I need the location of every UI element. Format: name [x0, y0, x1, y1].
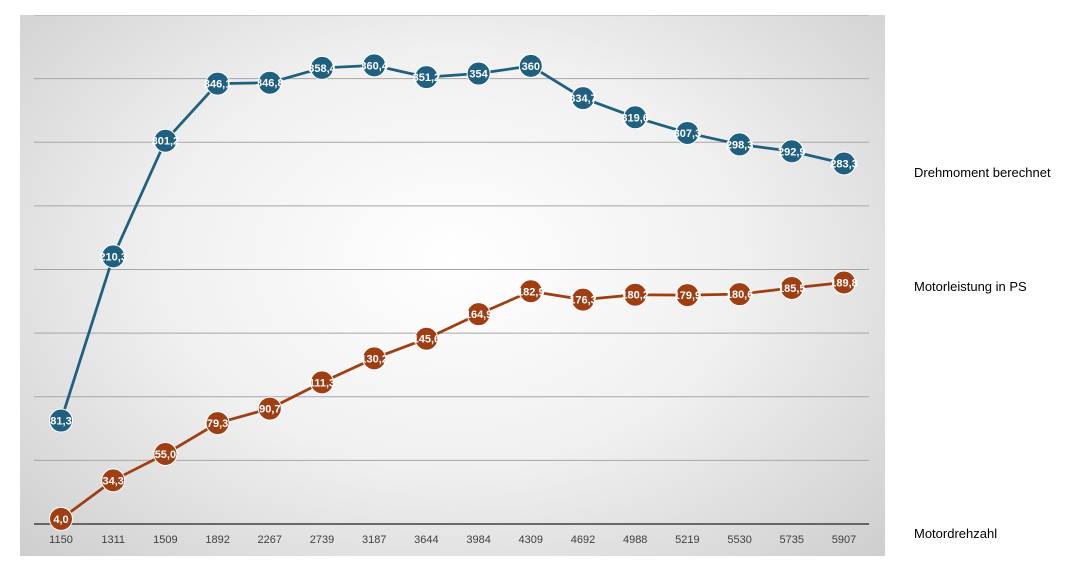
data-label: 34,3 — [102, 475, 123, 487]
data-point — [205, 411, 230, 436]
data-label: 185,5 — [778, 283, 806, 295]
data-label: 179,9 — [674, 290, 702, 302]
x-tick-label: 5735 — [780, 534, 804, 546]
data-label: 4,0 — [53, 514, 68, 526]
data-point — [466, 61, 491, 86]
data-label: 360 — [522, 61, 540, 73]
data-point — [518, 279, 543, 304]
data-label: 283,3 — [830, 159, 858, 171]
x-tick-label: 1509 — [153, 534, 177, 546]
data-point — [832, 151, 856, 176]
data-label: 298,3 — [726, 139, 754, 151]
series-line-0 — [59, 64, 845, 421]
x-tick-label: 5907 — [832, 534, 856, 546]
data-label: 307,3 — [674, 128, 702, 140]
series-line-1 — [60, 281, 845, 521]
data-label: 145,6 — [413, 334, 441, 346]
x-tick-label: 3187 — [362, 534, 386, 546]
data-label: 358,4 — [308, 63, 336, 75]
data-point — [414, 326, 439, 351]
x-tick-label: 1311 — [101, 534, 125, 546]
data-point — [779, 139, 804, 164]
x-tick-label: 4309 — [519, 534, 543, 546]
data-point — [675, 283, 700, 308]
x-tick-label: 2267 — [258, 534, 282, 546]
data-point — [832, 270, 856, 295]
x-tick-label: 1892 — [205, 534, 229, 546]
data-point — [414, 65, 439, 90]
data-point — [518, 53, 543, 78]
data-point — [779, 275, 804, 300]
data-point — [310, 55, 334, 80]
data-label: 111,3 — [309, 377, 335, 389]
data-point — [727, 132, 752, 157]
data-label: 351,2 — [413, 72, 441, 84]
x-tick-label: 1150 — [49, 534, 73, 546]
data-label: 210,3 — [99, 251, 127, 263]
data-point — [623, 105, 648, 130]
data-point — [153, 442, 178, 467]
x-tick-label: 3644 — [414, 534, 438, 546]
data-point — [727, 282, 752, 307]
x-tick-label: 5219 — [675, 534, 699, 546]
data-label: 79,3 — [207, 418, 228, 430]
data-label: 176,3 — [569, 295, 597, 307]
data-point — [153, 128, 178, 153]
data-label: 90,7 — [259, 404, 280, 416]
data-label: 180,6 — [726, 289, 754, 301]
data-point — [362, 346, 387, 371]
data-point — [362, 53, 387, 78]
data-label: 189,8 — [830, 277, 858, 289]
x-tick-label: 4988 — [623, 534, 647, 546]
data-label: 130,2 — [360, 353, 388, 365]
data-label: 346,8 — [256, 78, 284, 90]
data-label: 334,7 — [569, 93, 597, 105]
data-point — [49, 506, 73, 531]
data-label: 301,2 — [152, 136, 180, 148]
data-point — [466, 302, 491, 327]
x-tick-label: 3984 — [466, 534, 490, 546]
data-label: 164,9 — [465, 309, 493, 321]
data-point — [257, 70, 282, 95]
legend-series-torque: Drehmoment berechnet — [914, 165, 1051, 180]
data-label: 346,1 — [204, 79, 232, 91]
data-point — [257, 396, 282, 421]
data-label: 292,9 — [778, 146, 806, 158]
data-point — [49, 408, 73, 433]
data-label: 81,3 — [50, 416, 71, 428]
data-point — [205, 71, 230, 96]
data-point — [101, 244, 126, 269]
data-label: 55,0 — [155, 449, 176, 461]
data-point — [675, 120, 700, 145]
data-label: 180,2 — [621, 290, 649, 302]
legend-series-power: Motorleistung in PS — [914, 279, 1027, 294]
x-tick-label: 4692 — [571, 534, 595, 546]
data-point — [310, 370, 334, 395]
x-axis-title: Motordrehzahl — [914, 526, 998, 541]
data-label: 354 — [469, 69, 488, 81]
data-point — [623, 282, 648, 307]
chart-area: 1150 1311 1509 1892 2267 2739 3187 3644 3984 4309… — [20, 15, 885, 556]
data-label: 182,9 — [517, 286, 545, 298]
data-point — [571, 287, 595, 312]
x-tick-label: 5530 — [727, 534, 751, 546]
x-tick-label: 2739 — [310, 534, 334, 546]
line-chart: 1150 1311 1509 1892 2267 2739 3187 3644 3984 4309… — [34, 15, 869, 546]
data-point — [101, 468, 126, 493]
data-label: 319,6 — [621, 112, 649, 124]
data-point — [571, 86, 595, 111]
data-label: 360,4 — [360, 60, 388, 72]
